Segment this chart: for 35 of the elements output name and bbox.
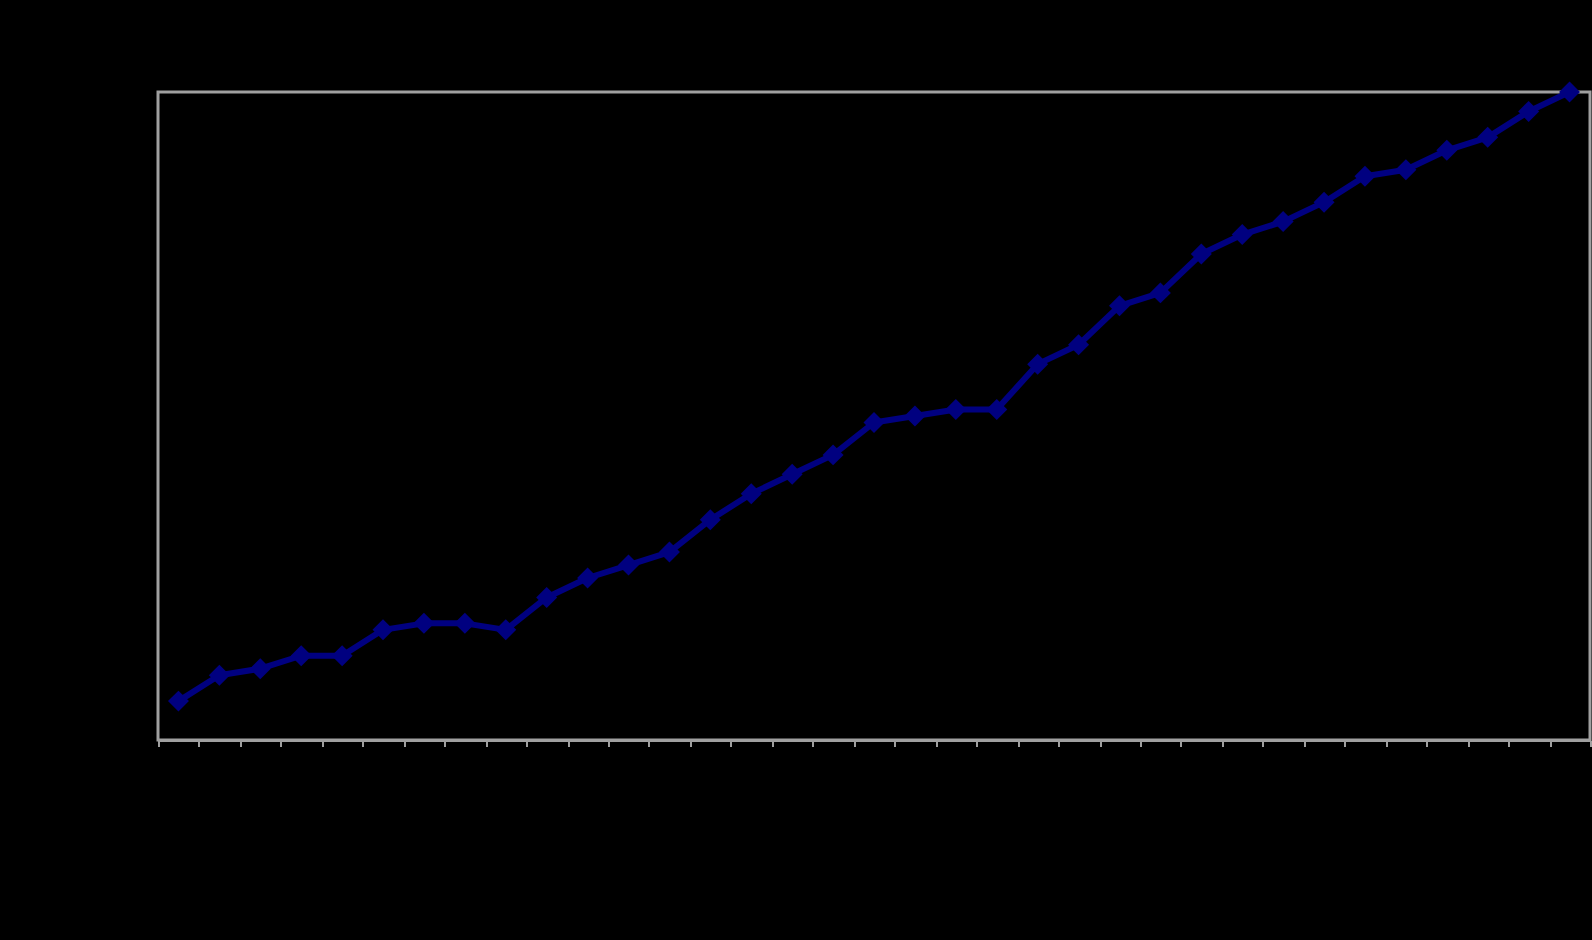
point [945, 399, 967, 421]
point [863, 411, 885, 433]
point [1231, 224, 1253, 246]
point [208, 664, 230, 686]
point [454, 612, 476, 634]
point [1477, 126, 1499, 148]
point [290, 645, 312, 667]
point [1190, 243, 1212, 265]
point [413, 612, 435, 634]
point [781, 463, 803, 485]
point [1313, 191, 1335, 213]
point [904, 405, 926, 427]
point [658, 541, 680, 563]
point [249, 658, 271, 680]
point [1149, 282, 1171, 304]
point [577, 567, 599, 589]
point [699, 509, 721, 531]
point [740, 483, 762, 505]
point [1027, 353, 1049, 375]
point [1436, 139, 1458, 161]
point [372, 619, 394, 641]
point [1354, 165, 1376, 187]
point [1068, 334, 1090, 356]
point [1518, 100, 1540, 122]
point [1559, 81, 1581, 103]
point [1109, 295, 1130, 317]
point [536, 586, 558, 608]
point [167, 690, 189, 712]
point [1395, 159, 1417, 181]
point [986, 399, 1008, 421]
point [495, 619, 517, 641]
point [618, 554, 639, 576]
point [1272, 211, 1294, 233]
point [331, 645, 353, 667]
point [822, 444, 844, 466]
